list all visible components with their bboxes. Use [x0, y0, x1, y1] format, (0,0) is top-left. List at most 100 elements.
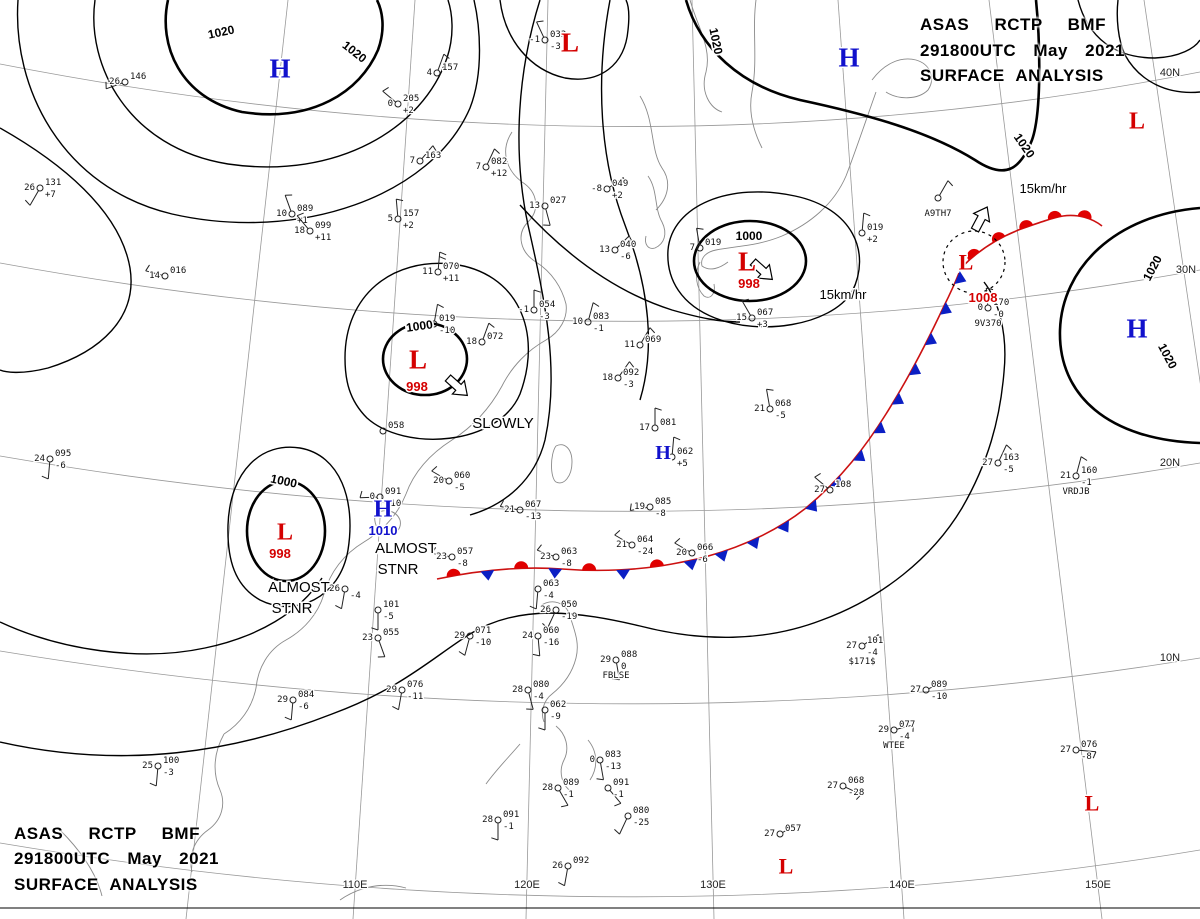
station-temp: 26 — [329, 584, 340, 594]
station-circle — [36, 184, 44, 192]
wind-barb-tick — [542, 622, 548, 629]
station-plot: 25 100 -3 — [141, 755, 181, 787]
station-plot: 23 055 — [361, 627, 401, 658]
station-circle — [445, 477, 453, 485]
station-dewpoint: -24 — [637, 547, 653, 557]
station-circle — [934, 194, 942, 202]
station-temp: 29 — [277, 695, 288, 705]
isobar-path — [667, 191, 861, 328]
station-id: $171$ — [848, 657, 875, 667]
latitude-label: 40N — [1160, 67, 1180, 79]
station-circle — [776, 830, 784, 838]
wind-barb — [421, 145, 434, 160]
isobar-path — [0, 281, 1006, 757]
isobar-path — [684, 0, 1041, 172]
wind-barb-tick — [947, 180, 954, 187]
station-dewpoint: -3 — [539, 312, 550, 322]
station-plot: 0 205 +2 — [382, 87, 421, 117]
station-temp: 4 — [424, 319, 429, 329]
coastline-path — [701, 91, 877, 270]
longitude-line — [837, 0, 905, 919]
station-plot: 20 060 -5 — [431, 465, 472, 494]
wind-barb — [378, 640, 386, 657]
low-pressure-symbol: L — [561, 27, 579, 57]
station-pressure: 160 — [1081, 466, 1097, 476]
station-pressure: 076 — [407, 680, 423, 690]
station-circle — [394, 215, 402, 223]
coastline-path — [689, 0, 723, 113]
station-circle — [839, 782, 847, 790]
station-plot: 5 157 +2 — [386, 198, 421, 232]
station-plot: 18 099 +11 — [293, 212, 333, 244]
station-temp: 21 — [1060, 471, 1071, 481]
wind-barb — [284, 195, 292, 212]
wind-barb-tick — [396, 198, 404, 202]
station-temp: 0 — [978, 303, 983, 313]
station-pressure: 072 — [487, 332, 503, 342]
movement-arrows — [444, 206, 991, 397]
station-temp: 21 — [616, 540, 627, 550]
station-temp: -1 — [518, 305, 529, 315]
station-circle — [1072, 472, 1080, 480]
movement-arrow — [444, 374, 469, 397]
wind-barb-tick — [877, 634, 881, 642]
station-dewpoint: -25 — [633, 818, 649, 828]
station-circle — [516, 506, 524, 514]
station-dewpoint: 0 — [621, 662, 626, 672]
station-circle — [668, 453, 676, 461]
wind-barb-tick — [431, 465, 438, 472]
station-pressure: 063 — [561, 547, 577, 557]
cold-front-triangle — [777, 520, 789, 533]
station-circle — [306, 227, 314, 235]
low-pressure-symbol: L — [779, 854, 794, 879]
station-temp: 10 — [276, 209, 287, 219]
station-pressure: 068 — [848, 776, 864, 786]
station-temp: 27 — [814, 485, 825, 495]
station-dewpoint: -1 — [613, 790, 624, 800]
station-temp: 29 — [386, 685, 397, 695]
cold-front-triangle — [616, 569, 631, 580]
station-circle — [534, 585, 542, 593]
cold-front-triangle — [908, 363, 922, 376]
station-pressure: 163 — [1003, 453, 1019, 463]
cold-front-triangle — [830, 475, 843, 488]
wind-barb-tick — [629, 503, 632, 511]
station-pressure: 100 — [163, 756, 179, 766]
longitude-label: 130E — [700, 879, 726, 891]
latitude-label: 30N — [1176, 264, 1196, 276]
chart-type: SURFACE ANALYSIS — [920, 66, 1104, 85]
wind-barb-tick — [592, 302, 600, 307]
warm-front-path — [962, 214, 1103, 267]
station-temp: 24 — [34, 454, 45, 464]
latitude-label: 10N — [1160, 652, 1180, 664]
station-temp: 21 — [504, 505, 515, 515]
station-pressure: 089 — [297, 204, 313, 214]
station-circle — [341, 585, 349, 593]
station-temp: 26 — [109, 77, 120, 87]
pressure-center-value: 998 — [738, 276, 760, 291]
wind-barb-tick — [649, 327, 656, 334]
station-pressure: 091 — [503, 810, 519, 820]
isobar-path — [227, 446, 351, 608]
station-temp: 18 — [466, 337, 477, 347]
station-circle — [46, 455, 54, 463]
station-pressure: 027 — [550, 196, 566, 206]
wind-barb-tick — [491, 837, 499, 841]
station-pressure: 083 — [605, 750, 621, 760]
movement-arrow — [749, 258, 774, 281]
station-plot: 101-5 — [371, 599, 401, 631]
longitude-line — [185, 0, 289, 919]
station-pressure: 163 — [425, 151, 441, 161]
station-pressure: 131 — [45, 178, 61, 188]
coastline-path — [587, 739, 597, 781]
warm-front-semicircle — [967, 248, 980, 261]
high-pressure-symbol: H — [1126, 313, 1147, 343]
station-temp: 26 — [540, 605, 551, 615]
station-pressure: 082 — [491, 157, 507, 167]
wind-barb-tick — [458, 651, 466, 656]
station-circle — [416, 157, 424, 165]
station-circle — [430, 320, 438, 328]
